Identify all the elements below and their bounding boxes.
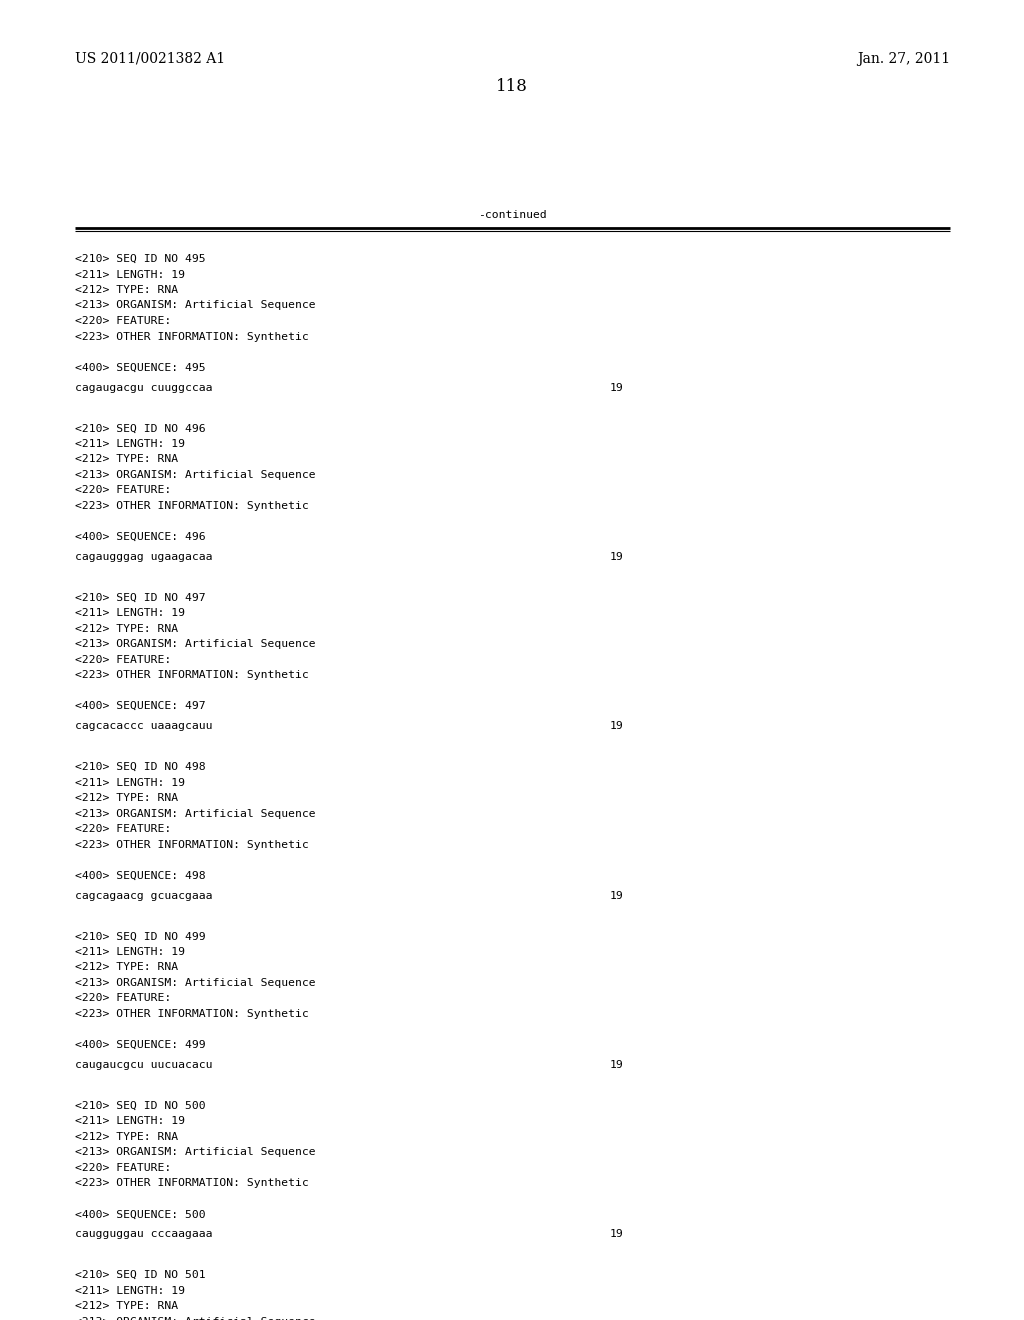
Text: cagcagaacg gcuacgaaa: cagcagaacg gcuacgaaa — [75, 891, 213, 900]
Text: 19: 19 — [610, 891, 624, 900]
Text: <400> SEQUENCE: 499: <400> SEQUENCE: 499 — [75, 1040, 206, 1049]
Text: <211> LENGTH: 19: <211> LENGTH: 19 — [75, 777, 185, 788]
Text: <212> TYPE: RNA: <212> TYPE: RNA — [75, 1302, 178, 1311]
Text: <220> FEATURE:: <220> FEATURE: — [75, 655, 171, 665]
Text: <223> OTHER INFORMATION: Synthetic: <223> OTHER INFORMATION: Synthetic — [75, 1008, 309, 1019]
Text: <210> SEQ ID NO 498: <210> SEQ ID NO 498 — [75, 762, 206, 772]
Text: <212> TYPE: RNA: <212> TYPE: RNA — [75, 285, 178, 294]
Text: cagaugacgu cuuggccaa: cagaugacgu cuuggccaa — [75, 383, 213, 392]
Text: <220> FEATURE:: <220> FEATURE: — [75, 1163, 171, 1172]
Text: <213> ORGANISM: Artificial Sequence: <213> ORGANISM: Artificial Sequence — [75, 639, 315, 649]
Text: <213> ORGANISM: Artificial Sequence: <213> ORGANISM: Artificial Sequence — [75, 301, 315, 310]
Text: <211> LENGTH: 19: <211> LENGTH: 19 — [75, 1117, 185, 1126]
Text: <212> TYPE: RNA: <212> TYPE: RNA — [75, 623, 178, 634]
Text: <211> LENGTH: 19: <211> LENGTH: 19 — [75, 946, 185, 957]
Text: 19: 19 — [610, 552, 624, 562]
Text: <220> FEATURE:: <220> FEATURE: — [75, 824, 171, 834]
Text: Jan. 27, 2011: Jan. 27, 2011 — [857, 51, 950, 66]
Text: <212> TYPE: RNA: <212> TYPE: RNA — [75, 962, 178, 973]
Text: <220> FEATURE:: <220> FEATURE: — [75, 994, 171, 1003]
Text: <212> TYPE: RNA: <212> TYPE: RNA — [75, 793, 178, 803]
Text: 19: 19 — [610, 1229, 624, 1239]
Text: <213> ORGANISM: Artificial Sequence: <213> ORGANISM: Artificial Sequence — [75, 1316, 315, 1320]
Text: 19: 19 — [610, 383, 624, 392]
Text: <210> SEQ ID NO 496: <210> SEQ ID NO 496 — [75, 424, 206, 433]
Text: <400> SEQUENCE: 498: <400> SEQUENCE: 498 — [75, 871, 206, 880]
Text: caugguggau cccaagaaa: caugguggau cccaagaaa — [75, 1229, 213, 1239]
Text: <210> SEQ ID NO 495: <210> SEQ ID NO 495 — [75, 253, 206, 264]
Text: 118: 118 — [496, 78, 528, 95]
Text: <213> ORGANISM: Artificial Sequence: <213> ORGANISM: Artificial Sequence — [75, 470, 315, 480]
Text: <212> TYPE: RNA: <212> TYPE: RNA — [75, 1131, 178, 1142]
Text: <210> SEQ ID NO 497: <210> SEQ ID NO 497 — [75, 593, 206, 603]
Text: <223> OTHER INFORMATION: Synthetic: <223> OTHER INFORMATION: Synthetic — [75, 331, 309, 342]
Text: <223> OTHER INFORMATION: Synthetic: <223> OTHER INFORMATION: Synthetic — [75, 671, 309, 680]
Text: US 2011/0021382 A1: US 2011/0021382 A1 — [75, 51, 225, 66]
Text: 19: 19 — [610, 721, 624, 731]
Text: <210> SEQ ID NO 500: <210> SEQ ID NO 500 — [75, 1101, 206, 1110]
Text: <210> SEQ ID NO 501: <210> SEQ ID NO 501 — [75, 1270, 206, 1280]
Text: <213> ORGANISM: Artificial Sequence: <213> ORGANISM: Artificial Sequence — [75, 809, 315, 818]
Text: cagaugggag ugaagacaa: cagaugggag ugaagacaa — [75, 552, 213, 562]
Text: <210> SEQ ID NO 499: <210> SEQ ID NO 499 — [75, 932, 206, 941]
Text: caugaucgcu uucuacacu: caugaucgcu uucuacacu — [75, 1060, 213, 1071]
Text: <211> LENGTH: 19: <211> LENGTH: 19 — [75, 609, 185, 618]
Text: 19: 19 — [610, 1060, 624, 1071]
Text: <400> SEQUENCE: 497: <400> SEQUENCE: 497 — [75, 701, 206, 711]
Text: <211> LENGTH: 19: <211> LENGTH: 19 — [75, 438, 185, 449]
Text: cagcacaccc uaaagcauu: cagcacaccc uaaagcauu — [75, 721, 213, 731]
Text: <400> SEQUENCE: 500: <400> SEQUENCE: 500 — [75, 1209, 206, 1220]
Text: <223> OTHER INFORMATION: Synthetic: <223> OTHER INFORMATION: Synthetic — [75, 1179, 309, 1188]
Text: <400> SEQUENCE: 495: <400> SEQUENCE: 495 — [75, 363, 206, 372]
Text: <400> SEQUENCE: 496: <400> SEQUENCE: 496 — [75, 532, 206, 541]
Text: -continued: -continued — [477, 210, 547, 220]
Text: <211> LENGTH: 19: <211> LENGTH: 19 — [75, 1286, 185, 1296]
Text: <220> FEATURE:: <220> FEATURE: — [75, 315, 171, 326]
Text: <211> LENGTH: 19: <211> LENGTH: 19 — [75, 269, 185, 280]
Text: <213> ORGANISM: Artificial Sequence: <213> ORGANISM: Artificial Sequence — [75, 1147, 315, 1158]
Text: <213> ORGANISM: Artificial Sequence: <213> ORGANISM: Artificial Sequence — [75, 978, 315, 987]
Text: <220> FEATURE:: <220> FEATURE: — [75, 486, 171, 495]
Text: <223> OTHER INFORMATION: Synthetic: <223> OTHER INFORMATION: Synthetic — [75, 840, 309, 850]
Text: <212> TYPE: RNA: <212> TYPE: RNA — [75, 454, 178, 465]
Text: <223> OTHER INFORMATION: Synthetic: <223> OTHER INFORMATION: Synthetic — [75, 500, 309, 511]
